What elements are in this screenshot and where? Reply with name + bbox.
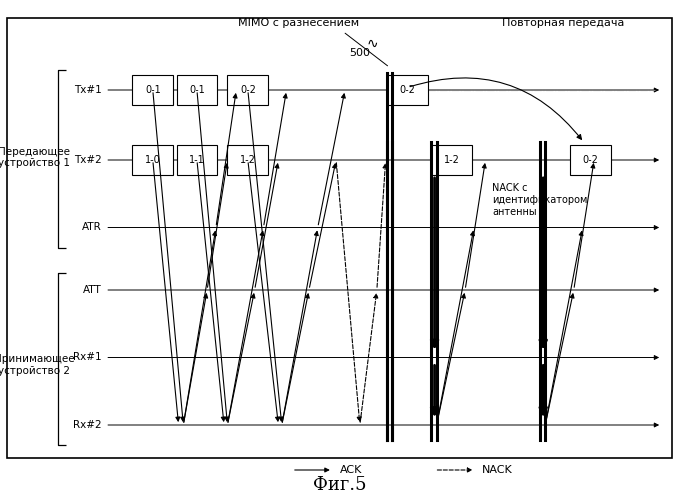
Text: Передающее
устройство 1: Передающее устройство 1 <box>0 146 70 169</box>
Text: Принимающее
устройство 2: Принимающее устройство 2 <box>0 354 74 376</box>
FancyBboxPatch shape <box>431 145 472 175</box>
Text: 0-2: 0-2 <box>583 155 599 165</box>
Text: 500: 500 <box>350 48 370 58</box>
Text: ∿: ∿ <box>366 36 378 51</box>
Text: Rx#1: Rx#1 <box>73 352 102 362</box>
FancyBboxPatch shape <box>132 145 173 175</box>
Text: 1-2: 1-2 <box>240 155 256 165</box>
Text: Tx#2: Tx#2 <box>74 155 102 165</box>
Text: 0-1: 0-1 <box>145 85 161 95</box>
Text: Фиг.5: Фиг.5 <box>313 476 366 494</box>
FancyBboxPatch shape <box>177 145 217 175</box>
FancyBboxPatch shape <box>387 75 428 105</box>
FancyBboxPatch shape <box>570 145 611 175</box>
Text: 0-2: 0-2 <box>399 85 416 95</box>
Text: Tx#1: Tx#1 <box>74 85 102 95</box>
Text: Повторная передача: Повторная передача <box>502 18 625 28</box>
Text: Rx#2: Rx#2 <box>73 420 102 430</box>
Text: ACK: ACK <box>340 465 362 475</box>
FancyBboxPatch shape <box>132 75 173 105</box>
Text: MIMO с разнесением: MIMO с разнесением <box>238 18 359 28</box>
Text: NACK: NACK <box>482 465 513 475</box>
Text: ATR: ATR <box>82 222 102 232</box>
FancyBboxPatch shape <box>227 145 268 175</box>
FancyArrowPatch shape <box>410 78 581 140</box>
Text: ATT: ATT <box>83 285 102 295</box>
Text: 1-0: 1-0 <box>145 155 161 165</box>
Text: 1-1: 1-1 <box>189 155 205 165</box>
FancyBboxPatch shape <box>177 75 217 105</box>
Text: 1-2: 1-2 <box>443 155 460 165</box>
FancyBboxPatch shape <box>227 75 268 105</box>
Text: 0-1: 0-1 <box>189 85 205 95</box>
Text: NACK с
идентификатором
антенны: NACK с идентификатором антенны <box>492 184 587 216</box>
Text: 0-2: 0-2 <box>240 85 256 95</box>
